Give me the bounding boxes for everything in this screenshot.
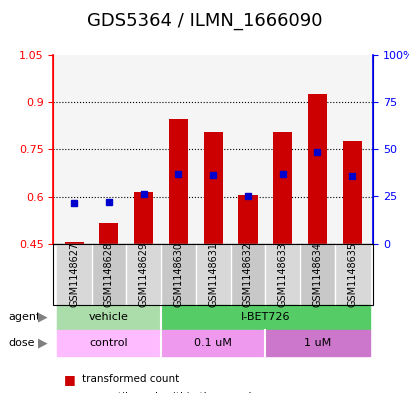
Text: GSM1148630: GSM1148630 [173,242,183,307]
Bar [238,195,257,244]
Text: 1 uM: 1 uM [303,338,330,348]
Text: ▶: ▶ [38,311,48,324]
Text: GSM1148633: GSM1148633 [277,242,287,307]
Text: control: control [90,338,128,348]
Text: ▶: ▶ [38,336,48,349]
Bar [169,119,188,244]
Bar [134,192,153,244]
Text: GSM1148628: GSM1148628 [103,242,114,307]
Bar [342,141,361,244]
Bar [272,132,292,244]
Bar [203,132,222,244]
Text: GSM1148634: GSM1148634 [312,242,322,307]
Text: GDS5364 / ILMN_1666090: GDS5364 / ILMN_1666090 [87,12,322,30]
Text: ■: ■ [64,373,75,386]
Text: 0.1 uM: 0.1 uM [194,338,231,348]
Text: GSM1148631: GSM1148631 [208,242,218,307]
Text: GSM1148627: GSM1148627 [69,241,79,307]
Text: vehicle: vehicle [89,312,128,322]
Text: GSM1148629: GSM1148629 [138,242,148,307]
Text: GSM1148632: GSM1148632 [243,242,252,307]
Bar [99,223,118,244]
Text: transformed count: transformed count [82,374,179,384]
Text: I-BET726: I-BET726 [240,312,290,322]
Text: percentile rank within the sample: percentile rank within the sample [82,392,257,393]
Bar [65,242,83,244]
Text: agent: agent [8,312,40,322]
Text: dose: dose [8,338,35,348]
Text: GSM1148635: GSM1148635 [346,242,356,307]
Bar [307,94,326,244]
Text: ■: ■ [64,390,75,393]
